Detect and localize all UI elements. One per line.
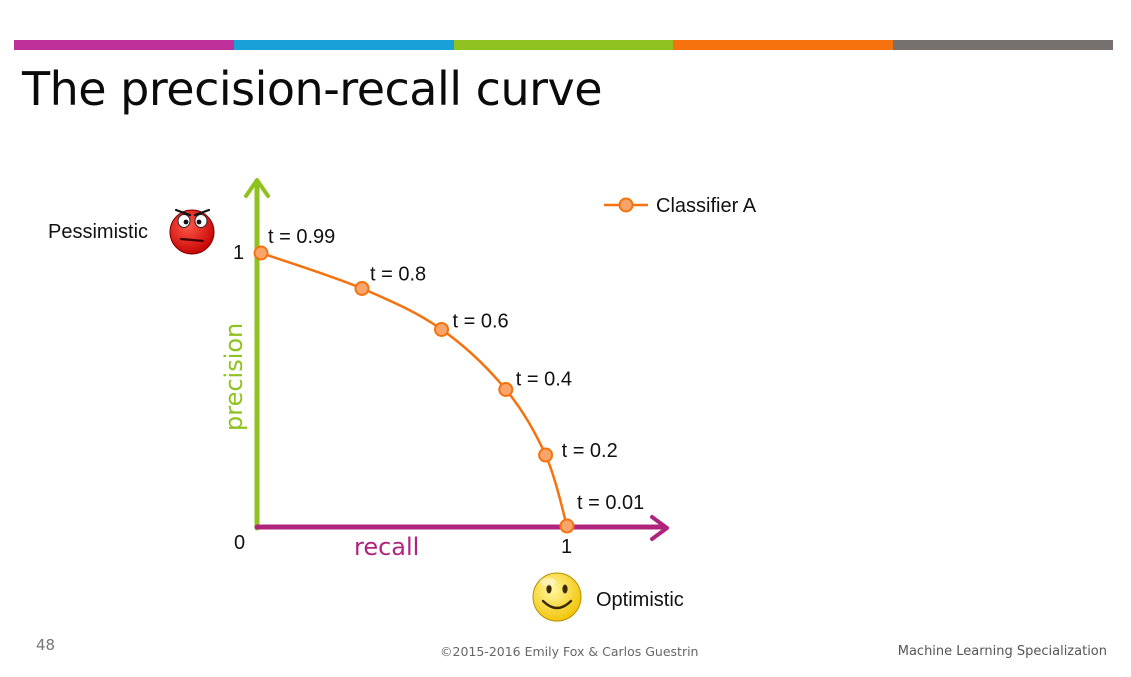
data-point — [354, 280, 370, 296]
x-tick-label-1: 1 — [561, 536, 572, 558]
point-label: t = 0.01 — [577, 492, 644, 514]
x-tick-label-0: 0 — [234, 532, 245, 554]
point-labels: t = 0.99 t = 0.8 t = 0.6 t = 0.4 t = 0.2 t = … — [268, 226, 644, 514]
data-point — [538, 447, 554, 463]
stripe-green — [453, 40, 674, 50]
data-point — [434, 321, 450, 337]
data-point — [559, 518, 575, 534]
stripe-orange — [673, 40, 894, 50]
course-name: Machine Learning Specialization — [897, 644, 1107, 659]
point-label: t = 0.99 — [268, 226, 335, 248]
legend-label: Classifier A — [656, 195, 757, 217]
point-label: t = 0.4 — [516, 369, 572, 391]
y-tick-label-1: 1 — [233, 242, 244, 264]
data-point — [498, 382, 514, 397]
copyright-text: ©2015-2016 Emily Fox & Carlos Guestrin — [440, 644, 699, 659]
stripe-magenta — [14, 40, 234, 50]
point-label: t = 0.8 — [370, 263, 426, 285]
x-axis-label: recall — [354, 533, 419, 561]
legend: Classifier A — [604, 195, 757, 217]
legend-marker — [618, 197, 634, 213]
data-point — [253, 245, 269, 261]
slide-number: 48 — [36, 636, 56, 654]
slide-title: The precision-recall curve — [22, 62, 603, 116]
angry-face-icon — [169, 208, 215, 255]
y-axis-arrowhead — [244, 178, 270, 198]
pessimistic-label: Pessimistic — [48, 221, 148, 243]
series-points — [253, 245, 575, 534]
stripe-gray — [893, 40, 1113, 50]
point-label: t = 0.6 — [453, 310, 509, 332]
y-axis-label: precision — [220, 323, 248, 431]
x-axis — [254, 515, 669, 541]
x-axis-arrowhead — [650, 515, 669, 541]
stripe-blue — [233, 40, 454, 50]
smiley-face-icon — [532, 572, 582, 622]
color-stripe — [14, 40, 1113, 50]
point-label: t = 0.2 — [562, 440, 618, 462]
optimistic-label: Optimistic — [596, 589, 684, 611]
y-axis — [244, 178, 270, 531]
